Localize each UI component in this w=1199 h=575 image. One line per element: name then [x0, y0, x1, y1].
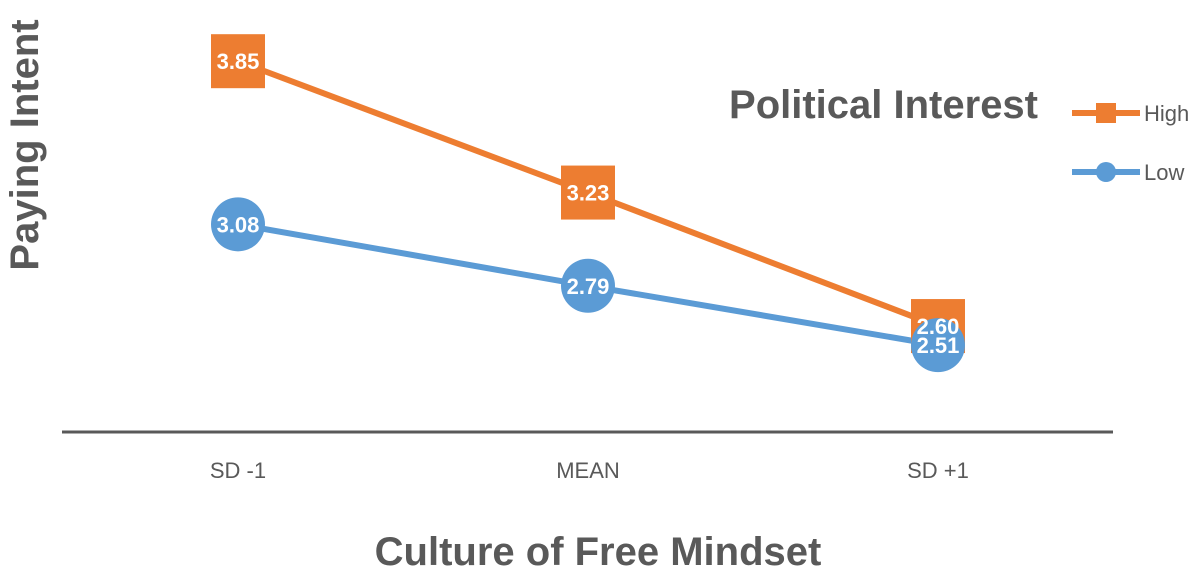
data-label: 2.60	[917, 314, 960, 339]
marker-low	[561, 258, 615, 313]
legend: Political Interest High Low	[729, 83, 1189, 185]
series-markers	[211, 34, 965, 373]
data-label: 3.08	[217, 212, 260, 237]
legend-label: Low	[1144, 160, 1184, 185]
legend-label: High	[1144, 101, 1189, 126]
data-label: 3.23	[567, 181, 610, 206]
legend-item-low: Low	[1072, 160, 1184, 185]
marker-low	[911, 318, 965, 373]
data-label: 3.85	[217, 49, 260, 74]
x-tick-label: SD -1	[210, 458, 266, 483]
marker-high	[561, 165, 615, 220]
data-labels: 3.85 3.23 2.60 3.08 2.79 2.51	[217, 49, 960, 358]
legend-title: Political Interest	[729, 83, 1038, 127]
legend-marker	[1096, 103, 1116, 123]
legend-item-high: High	[1072, 101, 1189, 126]
x-tick-label: MEAN	[556, 458, 620, 483]
x-tick-label: SD +1	[907, 458, 969, 483]
legend-marker	[1096, 162, 1116, 182]
y-axis-title: Paying Intent	[3, 19, 47, 270]
marker-low	[211, 197, 265, 252]
x-tick-labels: SD -1 MEAN SD +1	[210, 458, 969, 483]
data-label: 2.51	[917, 333, 960, 358]
marker-high	[211, 34, 265, 89]
legend-items: High Low	[1072, 101, 1189, 185]
data-label: 2.79	[567, 274, 610, 299]
x-axis-title: Culture of Free Mindset	[375, 530, 822, 574]
